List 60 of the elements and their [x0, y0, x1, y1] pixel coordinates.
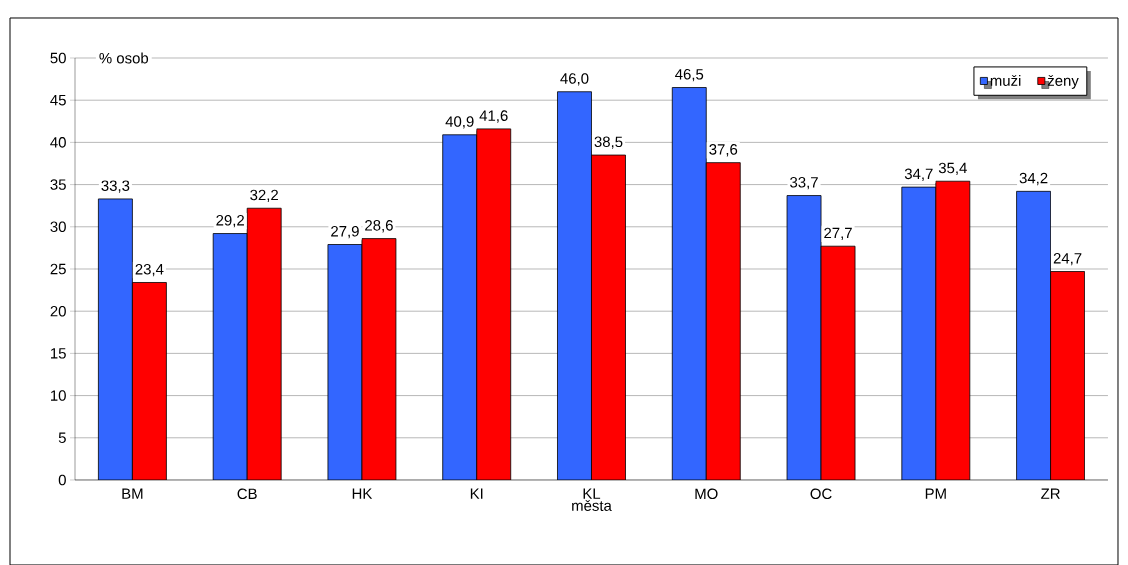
x-tick-label: KL: [583, 488, 601, 499]
x-tick-label: BM: [122, 488, 143, 499]
x-tick-label: ZR: [1041, 488, 1060, 499]
data-label: 35,4: [938, 162, 967, 176]
bar: [671, 87, 707, 480]
data-label: 28,6: [365, 220, 393, 233]
bar: [1016, 190, 1051, 480]
bar: [705, 162, 741, 480]
data-label: 29,2: [216, 214, 244, 228]
data-label: 32,2: [250, 189, 278, 203]
bar: [132, 282, 167, 480]
y-axis-title: % osob: [99, 52, 149, 64]
x-tick-label: HK: [352, 488, 373, 499]
y-tick-label: 35: [50, 179, 66, 190]
data-label: 41,6: [479, 110, 508, 123]
legend-label: ženy: [1047, 74, 1079, 89]
y-tick-label: 40: [50, 137, 66, 148]
y-tick-label: 25: [50, 263, 66, 275]
bar: [1050, 271, 1085, 480]
data-label: 23,4: [135, 263, 164, 277]
bar: [476, 128, 512, 480]
data-label: 37,6: [709, 144, 738, 157]
y-tick-label: 15: [51, 348, 66, 359]
bar: [212, 233, 248, 480]
data-label: 46,5: [675, 68, 704, 82]
data-label: 38,5: [594, 136, 623, 149]
bar: [901, 186, 937, 480]
data-label: 27,9: [331, 225, 359, 239]
bar: [557, 91, 592, 480]
data-label: 46,0: [560, 73, 589, 86]
bar: [246, 207, 282, 480]
x-tick-label: CB: [237, 488, 257, 500]
bar: [786, 195, 822, 480]
bar: [935, 180, 971, 480]
x-tick-label: KI: [470, 488, 483, 499]
x-axis-title: města: [572, 499, 612, 511]
data-label: 40,9: [445, 116, 474, 129]
bar: [361, 238, 397, 480]
data-label: 33,3: [101, 180, 130, 193]
bar: [442, 134, 478, 480]
y-tick-label: 20: [50, 305, 66, 317]
bar: [98, 198, 133, 480]
data-label: 24,7: [1053, 252, 1082, 266]
y-tick-label: 50: [50, 52, 66, 64]
y-tick-label: 0: [58, 474, 66, 486]
data-label: 33,7: [790, 177, 818, 190]
bar: [327, 244, 363, 480]
bar: [820, 245, 856, 480]
data-label: 27,7: [824, 227, 852, 240]
x-tick-label: OC: [810, 488, 832, 500]
x-tick-label: MO: [695, 488, 718, 500]
x-tick-label: PM: [925, 488, 946, 499]
data-label: 34,7: [904, 168, 933, 181]
bar: [591, 154, 626, 480]
legend-label: muži: [990, 74, 1021, 86]
y-tick-label: 45: [50, 94, 66, 106]
y-tick-label: 5: [58, 432, 66, 443]
y-tick-label: 10: [51, 390, 66, 401]
data-label: 34,2: [1019, 172, 1048, 186]
y-tick-label: 30: [50, 221, 66, 233]
